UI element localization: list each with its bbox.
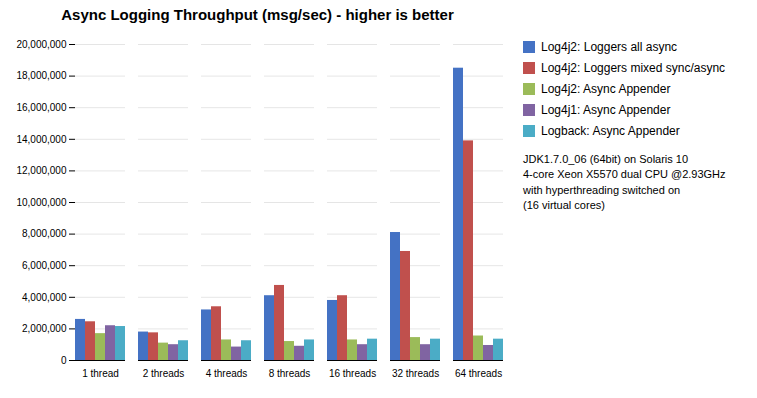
- svg-text:20,000,000: 20,000,000: [16, 39, 66, 50]
- svg-text:16,000,000: 16,000,000: [16, 102, 66, 113]
- html-text:Async Logging Throughput (msg/: Async Logging Throughput (msg/sec) - hig…: [61, 6, 454, 23]
- svg-text:0: 0: [61, 355, 67, 366]
- svg-text:4,000,000: 4,000,000: [22, 292, 67, 303]
- svg-text:32 threads: 32 threads: [392, 368, 439, 379]
- svg-text:6,000,000: 6,000,000: [22, 260, 67, 271]
- html-text:Log4j2: Loggers all async: Log4j2: Loggers all async: [541, 40, 678, 54]
- svg-text:8,000,000: 8,000,000: [22, 228, 67, 239]
- svg-text:8 threads: 8 threads: [269, 368, 311, 379]
- svg-text:16 threads: 16 threads: [329, 368, 376, 379]
- svg-text:2 threads: 2 threads: [143, 368, 185, 379]
- svg-text:14,000,000: 14,000,000: [16, 134, 66, 145]
- svg-text:2,000,000: 2,000,000: [22, 323, 67, 334]
- svg-text:64 threads: 64 threads: [455, 368, 502, 379]
- html-text:Log4j2: Async Appender: Log4j2: Async Appender: [541, 82, 671, 96]
- svg-text:1 thread: 1 thread: [82, 368, 119, 379]
- svg-text:10,000,000: 10,000,000: [16, 197, 66, 208]
- html-text:JDK1.7.0_06 (64bit) on Solaris: JDK1.7.0_06 (64bit) on Solaris 10 4-core…: [523, 153, 726, 212]
- svg-text:4 threads: 4 threads: [206, 368, 248, 379]
- html-text:Log4j1: Async Appender: Log4j1: Async Appender: [541, 103, 671, 117]
- html-text:Log4j2: Loggers mixed sync/asy: Log4j2: Loggers mixed sync/async: [541, 61, 726, 75]
- svg-text:12,000,000: 12,000,000: [16, 165, 66, 176]
- html-text:Logback: Async Appender: Logback: Async Appender: [541, 124, 680, 138]
- svg-text:18,000,000: 18,000,000: [16, 70, 66, 81]
